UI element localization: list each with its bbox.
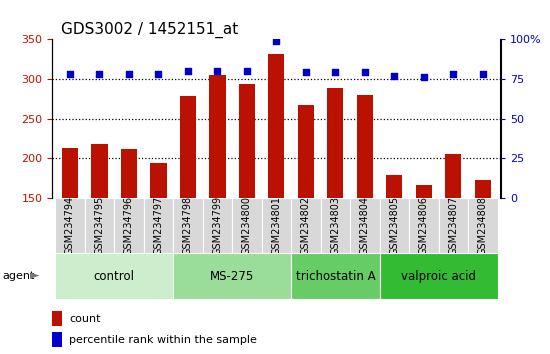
Point	[213, 68, 222, 74]
Bar	[239, 84, 255, 318]
Bar	[91, 144, 108, 318]
Bar	[475, 180, 491, 318]
Text: GSM234805: GSM234805	[389, 196, 399, 255]
Text: ►: ►	[30, 270, 40, 282]
Text: GSM234794: GSM234794	[65, 196, 75, 255]
Bar	[144, 198, 173, 253]
Bar	[268, 54, 284, 318]
Bar	[357, 96, 373, 318]
Bar	[180, 96, 196, 318]
Point	[154, 71, 163, 77]
Text: GSM234806: GSM234806	[419, 196, 429, 255]
Bar	[298, 105, 314, 318]
Bar	[379, 253, 498, 299]
Bar	[210, 75, 226, 318]
Text: GSM234800: GSM234800	[242, 196, 252, 255]
Text: GSM234795: GSM234795	[95, 196, 104, 255]
Bar	[445, 154, 461, 318]
Text: agent: agent	[3, 271, 35, 281]
Point	[184, 68, 192, 74]
Point	[95, 71, 104, 77]
Point	[272, 38, 280, 44]
Text: GSM234802: GSM234802	[301, 196, 311, 255]
Bar	[291, 253, 379, 299]
Point	[124, 71, 133, 77]
Bar	[386, 175, 403, 318]
Bar	[416, 185, 432, 318]
Point	[65, 71, 74, 77]
Bar	[202, 198, 232, 253]
Text: GSM234796: GSM234796	[124, 196, 134, 255]
Text: GSM234807: GSM234807	[448, 196, 458, 255]
Bar	[62, 148, 78, 318]
Point	[478, 71, 487, 77]
Bar	[232, 198, 262, 253]
Text: percentile rank within the sample: percentile rank within the sample	[69, 335, 257, 345]
Text: GSM234803: GSM234803	[331, 196, 340, 255]
Text: GSM234801: GSM234801	[271, 196, 282, 255]
Text: trichostatin A: trichostatin A	[295, 270, 375, 282]
Text: GDS3002 / 1452151_at: GDS3002 / 1452151_at	[61, 21, 239, 38]
Text: GSM234797: GSM234797	[153, 196, 163, 255]
Bar	[85, 198, 114, 253]
Bar	[291, 198, 321, 253]
Point	[390, 73, 399, 79]
Bar	[173, 253, 291, 299]
Text: count: count	[69, 314, 101, 324]
Text: control: control	[94, 270, 135, 282]
Bar	[52, 332, 62, 347]
Bar	[321, 198, 350, 253]
Point	[420, 74, 428, 80]
Bar	[262, 198, 291, 253]
Bar	[55, 198, 85, 253]
Bar	[379, 198, 409, 253]
Text: GSM234799: GSM234799	[212, 196, 222, 255]
Text: GSM234804: GSM234804	[360, 196, 370, 255]
Bar	[438, 198, 468, 253]
Point	[331, 70, 340, 75]
Bar	[55, 253, 173, 299]
Text: MS-275: MS-275	[210, 270, 254, 282]
Text: valproic acid: valproic acid	[401, 270, 476, 282]
Text: GSM234808: GSM234808	[478, 196, 488, 255]
Bar	[468, 198, 498, 253]
Bar	[52, 311, 62, 326]
Point	[360, 70, 369, 75]
Point	[301, 70, 310, 75]
Bar	[173, 198, 202, 253]
Bar	[150, 163, 167, 318]
Text: GSM234798: GSM234798	[183, 196, 193, 255]
Bar	[350, 198, 380, 253]
Point	[449, 71, 458, 77]
Bar	[114, 198, 144, 253]
Bar	[121, 149, 137, 318]
Bar	[409, 198, 438, 253]
Bar	[327, 87, 343, 318]
Point	[243, 68, 251, 74]
